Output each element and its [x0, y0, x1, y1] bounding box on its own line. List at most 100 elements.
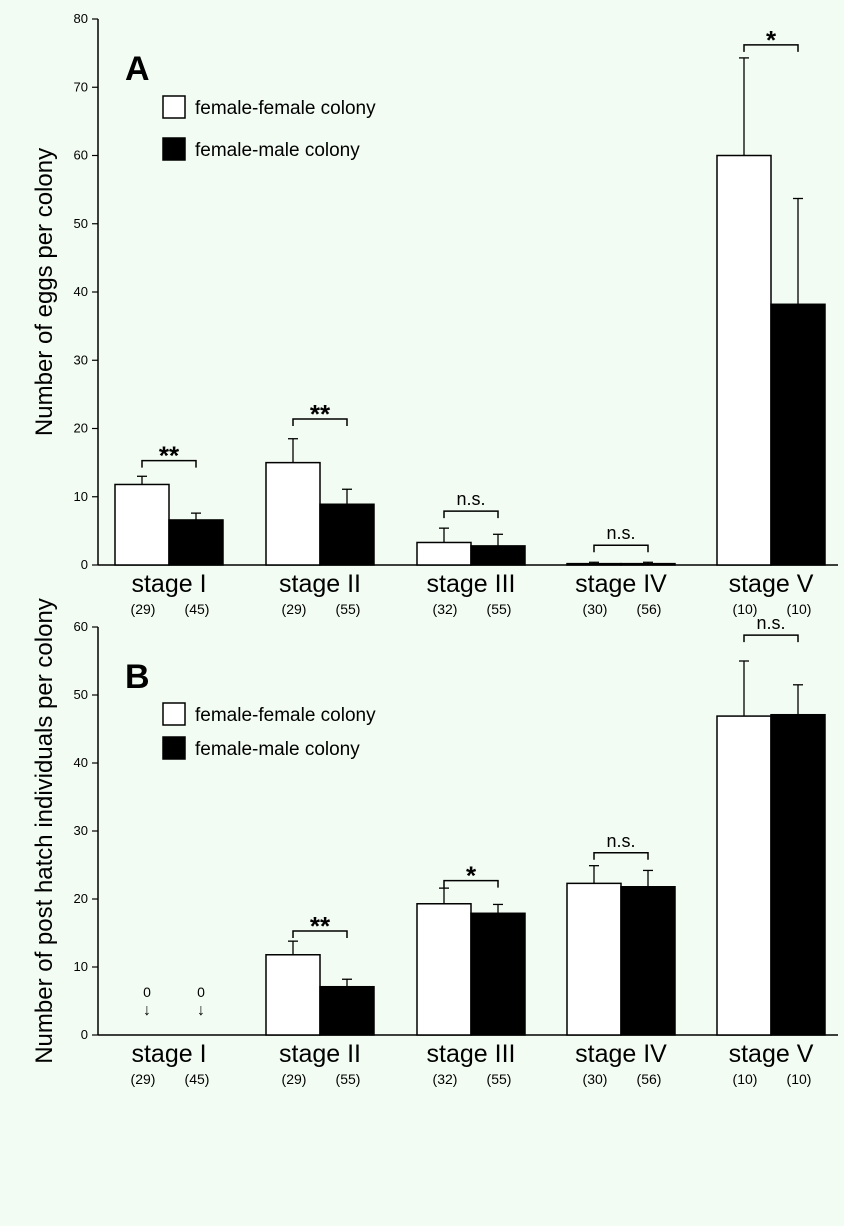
significance-bracket — [743, 634, 799, 643]
significance-bracket — [292, 418, 348, 426]
y-tick-label: 40 — [74, 284, 88, 299]
category-label: stage IV — [575, 570, 667, 598]
sample-size-label: (32) — [433, 601, 458, 617]
significance-label: n.s. — [756, 613, 785, 633]
y-tick-label: 20 — [74, 421, 88, 436]
sample-size-label: (10) — [733, 601, 758, 617]
y-tick-label: 30 — [74, 352, 88, 367]
y-tick-label: 20 — [74, 891, 88, 906]
legend-label: female-male colony — [195, 140, 360, 161]
sample-size-label: (10) — [787, 601, 812, 617]
y-tick-label: 0 — [81, 1027, 88, 1042]
legend-label: female-female colony — [195, 705, 376, 726]
bar — [416, 541, 472, 566]
sample-size-label: (45) — [185, 1071, 210, 1087]
sample-size-label: (30) — [583, 1071, 608, 1087]
y-tick-label: 10 — [74, 489, 88, 504]
y-tick-label: 40 — [74, 755, 88, 770]
bar — [168, 519, 224, 566]
significance-bracket — [443, 879, 499, 888]
sample-size-label: (55) — [487, 1071, 512, 1087]
significance-label: ** — [310, 911, 331, 941]
bar — [265, 954, 321, 1036]
sample-size-label: (55) — [487, 601, 512, 617]
category-label: stage I — [131, 570, 206, 598]
bar — [620, 886, 676, 1036]
y-tick-label: 70 — [74, 79, 88, 94]
legend-label: female-female colony — [195, 98, 376, 119]
significance-label: ** — [159, 441, 180, 471]
bar — [265, 461, 321, 566]
significance-label: n.s. — [606, 523, 635, 543]
legend-swatch — [162, 736, 186, 760]
down-arrow-icon: ↓ — [197, 1002, 205, 1019]
bar — [566, 562, 622, 566]
sample-size-label: (45) — [185, 601, 210, 617]
category-label: stage I — [131, 1040, 206, 1068]
bar — [114, 483, 170, 566]
category-label: stage III — [427, 1040, 516, 1068]
category-label: stage III — [427, 570, 516, 598]
y-tick-label: 0 — [81, 557, 88, 572]
sample-size-label: (29) — [131, 1071, 156, 1087]
significance-label: n.s. — [456, 489, 485, 509]
chart-panel-b: 0 10 20 30 40 50 60 Number of post hatch indivi… — [31, 598, 838, 1087]
bar — [770, 303, 826, 566]
significance-bracket — [593, 852, 649, 860]
bar — [716, 154, 772, 566]
y-tick-label: 50 — [74, 687, 88, 702]
down-arrow-icon: ↓ — [143, 1002, 151, 1019]
legend-swatch — [162, 702, 186, 726]
y-tick-label: 50 — [74, 216, 88, 231]
panel-label: A — [125, 50, 150, 88]
bar — [716, 715, 772, 1036]
y-tick-label: 10 — [74, 959, 88, 974]
category-label: stage V — [729, 1040, 814, 1068]
category-label: stage IV — [575, 1040, 667, 1068]
y-tick-label: 60 — [74, 619, 88, 634]
bar — [416, 903, 472, 1036]
category-label: stage V — [729, 570, 814, 598]
sample-size-label: (55) — [336, 1071, 361, 1087]
bar — [470, 912, 526, 1036]
significance-label: * — [766, 25, 777, 55]
panel-label: B — [125, 658, 150, 696]
significance-bracket — [443, 510, 499, 519]
sample-size-label: (56) — [637, 1071, 662, 1087]
significance-label: * — [466, 861, 477, 891]
sample-size-label: (29) — [282, 1071, 307, 1087]
significance-bracket — [593, 544, 649, 553]
bar — [770, 713, 826, 1036]
bar — [620, 562, 676, 566]
sample-size-label: (30) — [583, 601, 608, 617]
legend-swatch — [162, 137, 186, 161]
y-tick-label: 80 — [74, 11, 88, 26]
y-tick-label: 60 — [74, 148, 88, 163]
sample-size-label: (32) — [433, 1071, 458, 1087]
legend-label: female-male colony — [195, 739, 360, 760]
category-label: stage II — [279, 1040, 361, 1068]
sample-size-label: (10) — [733, 1071, 758, 1087]
category-label: stage II — [279, 570, 361, 598]
sample-size-label: (10) — [787, 1071, 812, 1087]
legend-swatch — [162, 95, 186, 119]
bar — [319, 985, 375, 1036]
bar — [470, 545, 526, 566]
sample-size-label: (29) — [282, 601, 307, 617]
bar — [319, 503, 375, 566]
sample-size-label: (56) — [637, 601, 662, 617]
sample-size-label: (29) — [131, 601, 156, 617]
y-tick-label: 30 — [74, 823, 88, 838]
y-axis-label: Number of post hatch individuals per col… — [31, 598, 58, 1064]
significance-label: n.s. — [606, 831, 635, 851]
chart-panel-a: 0 10 20 30 40 50 60 70 80 Number of eggs per colo… — [31, 11, 838, 617]
bar — [566, 882, 622, 1036]
zero-annotation: 0 — [197, 984, 205, 1000]
y-axis-label: Number of eggs per colony — [31, 148, 58, 436]
zero-annotation: 0 — [143, 984, 151, 1000]
significance-label: ** — [310, 399, 331, 429]
significance-bracket — [743, 44, 799, 52]
sample-size-label: (55) — [336, 601, 361, 617]
significance-bracket — [141, 459, 197, 468]
